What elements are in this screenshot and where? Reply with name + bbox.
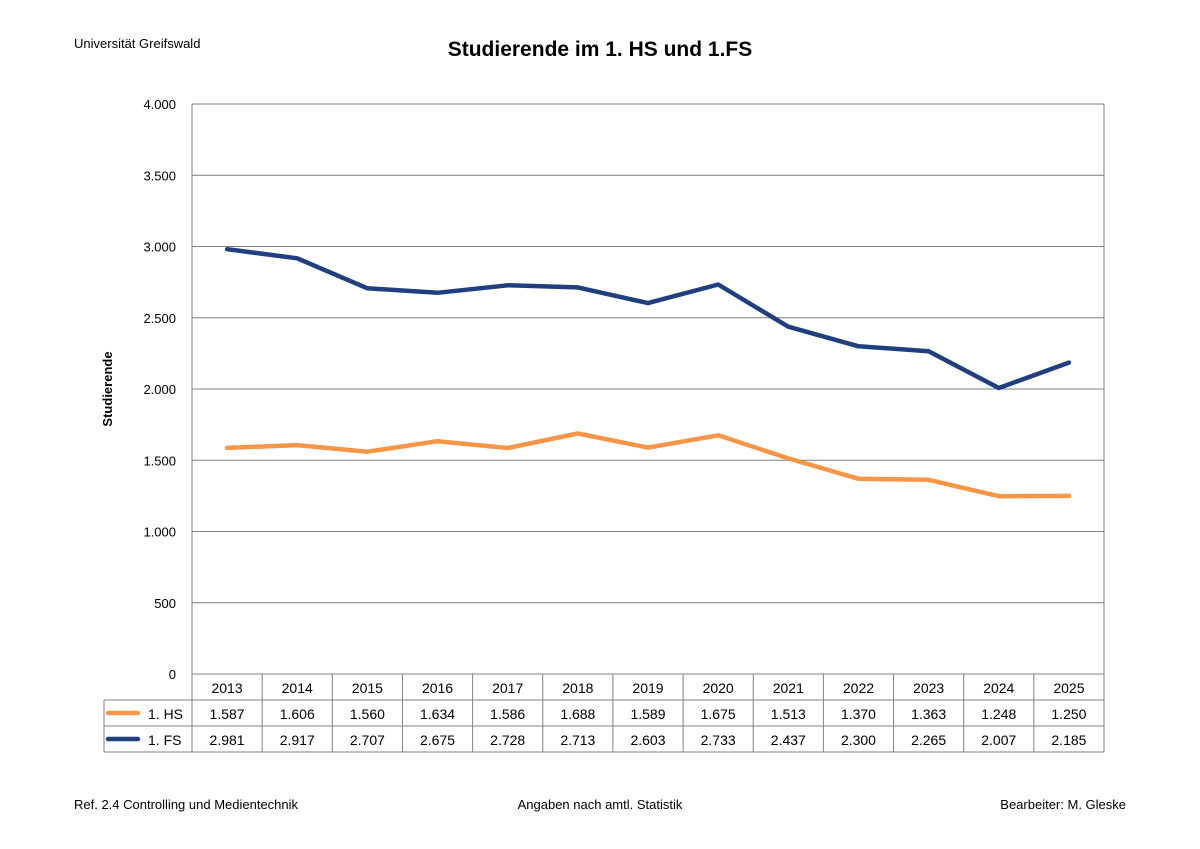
data-label: 1.675 [701, 706, 736, 722]
x-tick-label: 2024 [983, 680, 1014, 696]
x-tick-label: 2023 [913, 680, 944, 696]
y-tick-label: 1.000 [143, 525, 176, 540]
data-label: 2.437 [771, 732, 806, 748]
series-line-fs [224, 246, 1072, 391]
footer-editor: Bearbeiter: M. Gleske [1000, 797, 1126, 812]
footer-source: Angaben nach amtl. Statistik [517, 797, 683, 812]
data-label: 1.363 [911, 706, 946, 722]
data-label: 2.300 [841, 732, 876, 748]
data-label: 2.707 [350, 732, 385, 748]
data-label: 1.589 [630, 706, 665, 722]
data-label: 2.733 [701, 732, 736, 748]
y-tick-label: 2.000 [143, 382, 176, 397]
data-label: 1.513 [771, 706, 806, 722]
y-tick-label: 2.500 [143, 311, 176, 326]
legend-label-hs: 1. HS [148, 706, 183, 722]
y-tick-label: 0 [169, 667, 176, 682]
data-label: 2.265 [911, 732, 946, 748]
x-tick-label: 2017 [492, 680, 523, 696]
x-tick-label: 2020 [703, 680, 734, 696]
x-tick-label: 2016 [422, 680, 453, 696]
data-label: 2.981 [210, 732, 245, 748]
data-label: 2.675 [420, 732, 455, 748]
y-axis-label: Studierende [100, 351, 115, 426]
x-tick-label: 2025 [1053, 680, 1084, 696]
footer-department: Ref. 2.4 Controlling und Medientechnik [74, 797, 299, 812]
data-label: 2.917 [280, 732, 315, 748]
data-label: 1.688 [560, 706, 595, 722]
data-label: 1.634 [420, 706, 455, 722]
data-label: 2.603 [630, 732, 665, 748]
data-label: 1.587 [210, 706, 245, 722]
data-label: 1.606 [280, 706, 315, 722]
x-tick-label: 2018 [562, 680, 593, 696]
data-label: 2.728 [490, 732, 525, 748]
data-label: 2.185 [1051, 732, 1086, 748]
series-line-hs [224, 431, 1072, 499]
x-tick-label: 2014 [282, 680, 313, 696]
y-tick-label: 1.500 [143, 453, 176, 468]
data-label: 1.250 [1051, 706, 1086, 722]
y-tick-label: 500 [154, 596, 176, 611]
x-tick-label: 2022 [843, 680, 874, 696]
legend-label-fs: 1. FS [148, 732, 181, 748]
x-tick-label: 2015 [352, 680, 383, 696]
data-label: 1.248 [981, 706, 1016, 722]
data-label: 2.713 [560, 732, 595, 748]
chart-title: Studierende im 1. HS und 1.FS [447, 38, 753, 61]
y-tick-label: 3.000 [143, 240, 176, 255]
data-label: 1.560 [350, 706, 385, 722]
y-tick-label: 4.000 [143, 97, 176, 112]
x-tick-label: 2019 [632, 680, 663, 696]
data-label: 1.370 [841, 706, 876, 722]
data-label: 1.586 [490, 706, 525, 722]
institution-label: Universität Greifswald [74, 36, 201, 51]
x-tick-label: 2021 [773, 680, 804, 696]
x-tick-label: 2013 [211, 680, 242, 696]
y-tick-label: 3.500 [143, 168, 176, 183]
data-label: 2.007 [981, 732, 1016, 748]
